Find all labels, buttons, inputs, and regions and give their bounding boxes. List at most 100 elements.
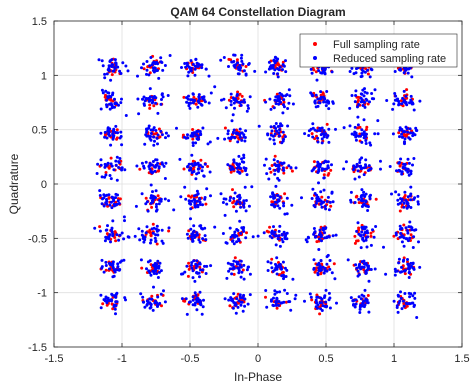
data-point: [281, 68, 284, 72]
data-point: [149, 194, 153, 198]
data-point: [231, 60, 235, 64]
data-point: [322, 271, 326, 275]
data-point: [278, 134, 282, 138]
data-point: [319, 90, 323, 94]
data-point: [407, 67, 411, 71]
data-point: [376, 119, 380, 123]
data-point: [232, 160, 236, 164]
data-point: [148, 106, 152, 110]
data-point: [315, 266, 319, 270]
data-point: [126, 69, 130, 73]
data-point: [402, 130, 406, 134]
data-point: [324, 226, 328, 230]
data-point: [401, 96, 405, 100]
data-point: [400, 234, 404, 238]
data-point: [344, 160, 348, 164]
data-point: [272, 138, 276, 142]
data-point: [320, 239, 323, 243]
data-point: [264, 295, 267, 299]
data-point: [396, 310, 400, 314]
data-point: [320, 137, 324, 141]
data-point: [391, 132, 395, 136]
data-point: [233, 256, 237, 260]
data-point: [159, 129, 163, 133]
data-point: [140, 266, 144, 270]
data-point: [250, 185, 254, 189]
data-point: [315, 199, 319, 203]
data-point: [368, 100, 371, 104]
data-point: [284, 234, 288, 238]
data-point: [155, 136, 159, 140]
data-point: [236, 260, 240, 264]
data-point: [229, 137, 233, 141]
data-point: [151, 66, 155, 70]
data-point: [365, 125, 369, 129]
data-point: [145, 60, 149, 63]
data-point: [201, 126, 205, 130]
data-point: [157, 270, 161, 274]
data-point: [398, 135, 401, 139]
data-point: [144, 231, 148, 235]
data-point: [411, 246, 415, 249]
data-point: [231, 131, 235, 135]
data-point: [267, 60, 271, 64]
data-point: [362, 300, 365, 303]
data-point: [342, 126, 346, 130]
data-point: [360, 74, 364, 78]
data-point: [239, 275, 243, 279]
data-point: [150, 297, 154, 301]
data-point: [239, 131, 243, 135]
data-point: [354, 131, 358, 135]
data-point: [393, 267, 397, 271]
data-point: [233, 235, 236, 239]
data-point: [274, 122, 278, 125]
data-point: [282, 64, 286, 68]
data-point: [313, 99, 317, 103]
data-point: [353, 201, 357, 204]
data-point: [412, 305, 416, 308]
data-point: [114, 101, 117, 105]
data-point: [360, 140, 364, 144]
data-point: [123, 219, 126, 223]
data-point: [203, 234, 207, 238]
data-point: [333, 277, 337, 281]
data-point: [399, 67, 403, 71]
data-point: [369, 231, 373, 235]
data-point: [270, 257, 274, 261]
data-point: [362, 262, 366, 266]
data-point: [284, 70, 288, 74]
data-point: [111, 137, 115, 141]
data-point: [110, 302, 114, 306]
data-point: [395, 169, 398, 173]
data-point: [152, 70, 156, 74]
data-point: [228, 267, 232, 271]
data-point: [247, 265, 250, 269]
data-point: [195, 259, 199, 263]
data-point: [281, 270, 285, 274]
data-point: [404, 94, 408, 98]
data-point: [393, 273, 397, 277]
data-point: [277, 164, 281, 168]
data-point: [354, 165, 358, 169]
data-point: [95, 172, 99, 175]
data-point: [229, 99, 233, 103]
data-point: [145, 97, 148, 100]
data-point: [282, 201, 286, 205]
data-point: [118, 197, 122, 201]
data-point: [353, 125, 357, 129]
data-point: [160, 61, 164, 64]
data-point: [348, 124, 352, 128]
data-point: [108, 233, 112, 237]
data-point: [409, 198, 413, 202]
data-point: [411, 294, 415, 298]
data-point: [213, 85, 217, 89]
data-point: [196, 137, 200, 141]
data-point: [410, 228, 414, 232]
data-point: [228, 226, 232, 230]
legend-box: [299, 33, 458, 68]
data-points: [93, 53, 422, 319]
data-point: [191, 62, 195, 66]
data-point: [153, 236, 157, 240]
data-point: [167, 229, 171, 233]
data-point: [312, 68, 316, 72]
